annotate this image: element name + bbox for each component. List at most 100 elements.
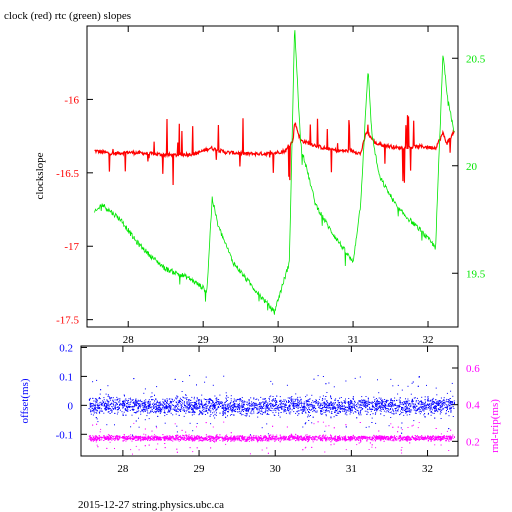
rndtrip-point: [189, 439, 191, 441]
offset-point: [412, 406, 414, 408]
offset-point: [260, 405, 262, 407]
offset-point: [275, 403, 276, 405]
offset-point: [193, 398, 195, 400]
offset-point: [431, 399, 433, 401]
offset-point: [177, 400, 179, 402]
offset-point: [306, 404, 307, 406]
offset-point: [382, 402, 384, 404]
offset-point: [100, 401, 102, 403]
offset-point: [314, 407, 316, 408]
offset-point: [115, 405, 116, 407]
offset-point: [439, 413, 441, 415]
offset-point: [223, 410, 225, 411]
offset-point: [196, 404, 197, 405]
rndtrip-point: [380, 439, 382, 441]
rndtrip-point: [372, 438, 374, 440]
offset-point: [442, 402, 444, 404]
rndtrip-point: [432, 435, 434, 437]
slopes-plot-frame: [86, 25, 459, 328]
offset-point: [387, 408, 389, 410]
offset-point: [358, 411, 360, 413]
offset-point: [349, 413, 351, 415]
offset-point: [302, 406, 304, 408]
offset-point: [189, 422, 191, 424]
offset-point: [276, 402, 278, 403]
offset-point: [197, 403, 199, 405]
offset-point: [325, 407, 327, 409]
offset-point: [297, 410, 299, 412]
offset-point: [238, 402, 240, 404]
offset-point: [176, 431, 178, 433]
offset-point: [404, 407, 406, 409]
offset-point: [158, 410, 160, 412]
rndtrip-point: [440, 437, 442, 439]
offset-point: [399, 406, 401, 407]
offset-point: [351, 405, 353, 407]
offset-point: [432, 399, 434, 401]
offset-point: [345, 400, 347, 402]
offset-point: [160, 409, 161, 411]
offset-point: [161, 409, 162, 411]
offset-point: [377, 379, 378, 381]
offset-point: [264, 407, 266, 409]
offset-point: [158, 403, 160, 405]
offset-point: [148, 399, 150, 401]
offset-point: [305, 406, 307, 408]
offset-point: [336, 404, 338, 406]
offset-point: [291, 396, 293, 397]
offset-point: [220, 401, 222, 403]
offset-point: [436, 403, 438, 404]
offset-point: [114, 424, 115, 426]
offset-point: [137, 406, 139, 408]
offset-point: [313, 401, 315, 403]
offset-point: [431, 405, 433, 407]
offset-point: [269, 398, 270, 400]
offset-point: [272, 396, 274, 397]
offset-point: [136, 401, 138, 403]
offset-point: [249, 403, 251, 405]
offset-point: [90, 409, 92, 411]
offset-point: [391, 402, 393, 404]
offset-point: [335, 407, 337, 409]
offset-point: [258, 403, 260, 405]
offset-point: [144, 403, 146, 405]
offset-point: [326, 406, 328, 408]
offset-point: [156, 400, 158, 402]
offset-point: [165, 403, 167, 405]
offset-point: [308, 415, 310, 417]
offset-point: [117, 403, 118, 405]
offset-point: [288, 400, 290, 402]
offset-point: [269, 409, 271, 411]
offset-point: [269, 409, 271, 411]
offset-point: [365, 426, 367, 428]
offset-point: [431, 404, 433, 405]
offset-point: [430, 414, 432, 416]
rndtrip-point: [322, 421, 324, 423]
offset-point: [439, 400, 441, 402]
offset-point: [181, 399, 183, 401]
offset-point: [292, 400, 294, 402]
offset-point: [139, 407, 141, 409]
rndtrip-point: [440, 433, 442, 435]
offset-point: [351, 402, 353, 404]
offset-point: [325, 411, 327, 413]
offset-point: [172, 399, 173, 401]
rndtrip-point: [223, 439, 225, 441]
offset-point: [350, 403, 352, 405]
offset-point: [118, 408, 120, 409]
offset-point: [445, 400, 447, 402]
offset-point: [329, 407, 331, 409]
offset-point: [251, 405, 253, 407]
offset-point: [191, 414, 193, 416]
offset-point: [287, 409, 289, 411]
offset-point: [107, 396, 109, 397]
offset-point: [318, 405, 320, 407]
offset-point: [226, 398, 227, 400]
offset-point: [390, 398, 392, 400]
y2-tick-label: 0.6: [466, 363, 480, 375]
offset-point: [452, 395, 454, 397]
offset-point: [349, 410, 351, 412]
rndtrip-point: [212, 438, 214, 440]
offset-point: [90, 413, 92, 415]
offset-point: [184, 407, 186, 409]
